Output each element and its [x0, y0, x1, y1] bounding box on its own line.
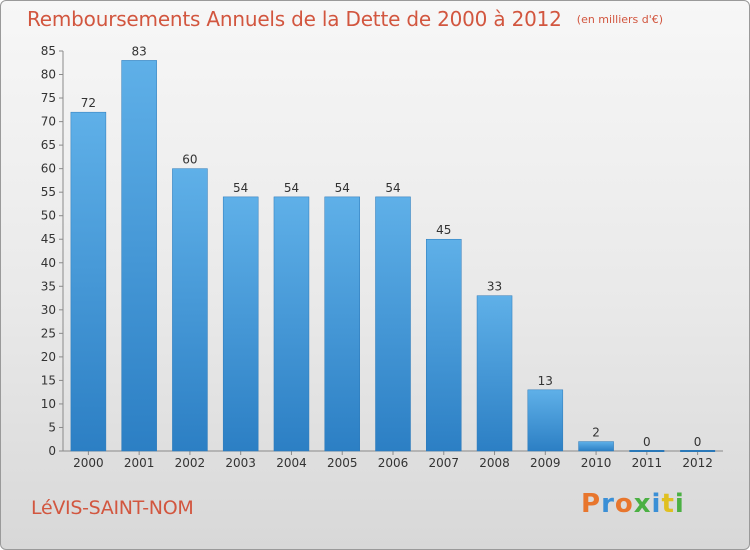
bars	[70, 60, 716, 452]
commune-name: LéVIS-SAINT-NOM	[31, 497, 194, 519]
y-tick-label: 40	[41, 256, 56, 270]
y-tick-label: 35	[41, 279, 56, 293]
bar	[121, 60, 157, 452]
y-tick-label: 70	[41, 115, 56, 129]
labels: 7220008320016020025420035420045420055420…	[73, 44, 713, 470]
data-label: 54	[233, 181, 248, 195]
data-label: 60	[182, 153, 197, 167]
x-tick-label: 2012	[682, 456, 713, 470]
brand-letter: i	[674, 489, 685, 519]
x-tick-label: 2003	[225, 456, 256, 470]
x-tick-label: 2011	[632, 456, 663, 470]
chart-subtitle: (en milliers d'€)	[576, 13, 664, 26]
x-tick-label: 2000	[73, 456, 104, 470]
y-tick-label: 45	[41, 232, 56, 246]
y-tick-label: 20	[41, 350, 56, 364]
data-label: 33	[487, 280, 502, 294]
y-tick-label: 5	[48, 420, 56, 434]
x-tick-label: 2007	[428, 456, 459, 470]
data-label: 0	[694, 435, 702, 449]
x-tick-label: 2005	[327, 456, 358, 470]
y-tick-label: 55	[41, 185, 56, 199]
brand-letter: o	[614, 489, 634, 519]
data-label: 54	[335, 181, 350, 195]
x-tick-label: 2001	[124, 456, 155, 470]
brand-letter: i	[651, 489, 662, 519]
bar	[578, 441, 614, 452]
y-tick-label: 10	[41, 397, 56, 411]
bar	[527, 389, 564, 452]
bar	[172, 168, 208, 452]
bar	[222, 196, 259, 452]
y-tick-label: 60	[41, 162, 56, 176]
chart-title: Remboursements Annuels de la Dette de 20…	[27, 7, 562, 31]
y-tick-label: 50	[41, 209, 56, 223]
bar	[375, 196, 411, 452]
x-tick-label: 2004	[276, 456, 307, 470]
x-tick-label: 2006	[378, 456, 409, 470]
brand-letter: t	[661, 489, 675, 519]
bar	[70, 111, 107, 452]
y-tick-label: 65	[41, 138, 56, 152]
x-tick-label: 2010	[581, 456, 612, 470]
data-label: 54	[385, 181, 400, 195]
data-label: 0	[643, 435, 651, 449]
y-tick-label: 0	[48, 444, 56, 458]
bar	[324, 196, 360, 452]
y-tick-label: 85	[41, 44, 56, 58]
data-label: 45	[436, 223, 451, 237]
y-tick-label: 75	[41, 91, 56, 105]
x-tick-label: 2008	[479, 456, 510, 470]
data-label: 83	[132, 44, 147, 58]
y-tick-label: 80	[41, 68, 56, 82]
x-tick-label: 2002	[175, 456, 206, 470]
bar	[273, 196, 310, 452]
data-label: 54	[284, 181, 299, 195]
y-tick-label: 15	[41, 373, 56, 387]
data-label: 13	[538, 374, 553, 388]
bar	[476, 295, 513, 452]
brand-letter: r	[601, 489, 615, 519]
title-row: Remboursements Annuels de la Dette de 20…	[27, 7, 663, 31]
bar	[426, 238, 462, 452]
brand-letter: P	[581, 489, 602, 519]
y-tick-label: 30	[41, 303, 56, 317]
data-label: 2	[592, 426, 600, 440]
y-tick-label: 25	[41, 326, 56, 340]
data-label: 72	[81, 96, 96, 110]
brand-letter: x	[633, 489, 652, 519]
x-tick-label: 2009	[530, 456, 561, 470]
proxiti-logo: Proxiti	[581, 489, 685, 519]
